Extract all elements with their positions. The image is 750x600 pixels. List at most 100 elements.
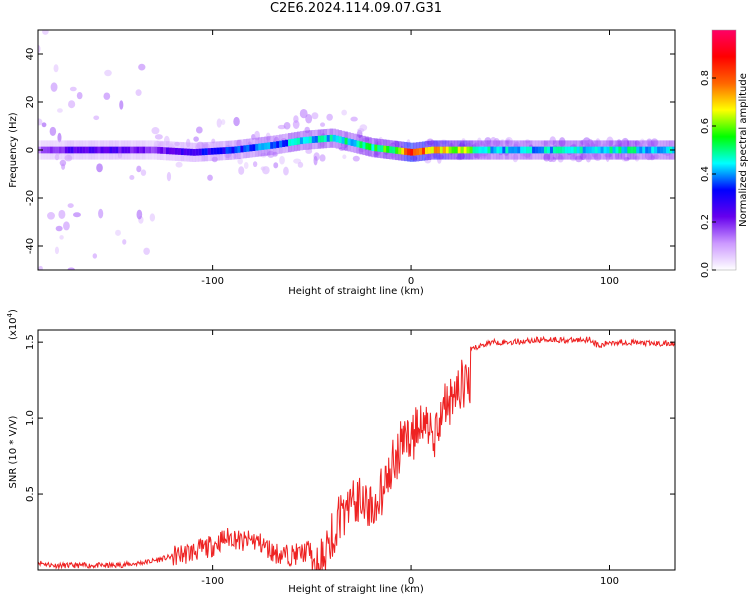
spectrogram-cell <box>151 146 155 154</box>
spectrogram-speckle <box>305 114 313 124</box>
spectrogram-speckle <box>238 166 245 175</box>
spectrogram-cell <box>410 148 414 156</box>
spectrogram-cell <box>216 147 220 155</box>
spectrogram-cell <box>183 148 188 156</box>
snr-multiplier: (x104) <box>6 309 19 340</box>
spectrogram-cell <box>526 146 530 154</box>
spectrogram-cell <box>76 146 80 154</box>
spectrogram-speckle <box>243 161 249 170</box>
spectrogram-cell <box>326 135 330 142</box>
spectrogram-cell <box>529 146 533 154</box>
spectrogram-cell <box>243 145 247 153</box>
spectrogram-cell <box>148 146 152 154</box>
spectrogram-cell <box>168 147 173 155</box>
spectrogram-cell <box>347 138 351 146</box>
spectrogram-cell <box>603 146 607 154</box>
snr-frame <box>37 329 676 571</box>
spectrogram-cell <box>481 146 485 154</box>
spectrogram-cell <box>502 146 506 154</box>
colorbar-tick-label: 0.8 <box>700 70 711 86</box>
spectrogram-cell <box>299 137 304 145</box>
spectrogram-cell <box>82 146 86 154</box>
spectrogram-cell <box>204 148 208 156</box>
colorbar: 0.0 0.2 0.4 0.6 0.8 Normalized spectral ampl… <box>700 29 749 278</box>
spectrogram-cell <box>317 135 322 143</box>
spectrogram-cell <box>64 146 68 154</box>
spectrogram-cell <box>103 146 107 154</box>
spectrogram-speckle <box>279 155 285 165</box>
spectrogram-speckle <box>175 161 183 168</box>
spectrogram-cell <box>547 146 551 154</box>
spectrogram-speckle <box>67 267 75 270</box>
spectrogram-speckle <box>193 136 199 142</box>
spectrogram-speckle <box>341 109 347 116</box>
spectrogram-speckle <box>103 92 111 100</box>
spectrogram-cell <box>585 146 589 154</box>
spectrogram-cell <box>624 146 628 154</box>
spectrogram-cell <box>291 138 295 146</box>
spectrogram-cell <box>398 147 402 155</box>
spectrogram-cell <box>496 146 500 154</box>
spectrogram-speckle <box>93 115 100 121</box>
spectrogram-cell <box>112 146 116 154</box>
spectrogram-cell <box>133 146 137 154</box>
spectrogram-speckle <box>49 126 57 136</box>
spectrogram-cell <box>549 146 554 154</box>
spectrogram-cell <box>567 146 572 154</box>
spectrogram-ytick-label: 40 <box>25 48 36 61</box>
spectrogram-cell <box>171 147 176 155</box>
spectrogram-cell <box>329 134 333 142</box>
spectrogram-cell <box>46 146 51 154</box>
snr-ytick-label: 0.5 <box>25 486 36 502</box>
spectrogram-speckle <box>305 148 313 154</box>
spectrogram-cell <box>109 146 113 154</box>
spectrogram-cell <box>392 146 396 154</box>
spectrogram-cell <box>499 146 503 154</box>
colorbar-tick-label: 0.4 <box>700 166 711 182</box>
spectrogram-cell <box>52 146 57 154</box>
spectrogram-cell <box>332 134 336 142</box>
spectrogram-cell <box>237 146 241 153</box>
spectrogram-cell <box>305 136 310 144</box>
spectrogram-cell <box>73 146 77 154</box>
spectrogram-cell <box>264 142 268 150</box>
snr-axes: -100 0 100 0.5 1.0 1.5 <box>25 330 675 587</box>
spectrogram-cell <box>43 146 48 154</box>
spectrogram-cell <box>368 143 372 151</box>
spectrogram-cell <box>517 146 521 154</box>
spectrogram-cell <box>663 146 667 154</box>
spectrogram-cell <box>91 146 95 154</box>
spectrogram-cell <box>201 148 205 156</box>
spectrogram-cell <box>186 148 191 156</box>
spectrogram-ytick-label: -40 <box>25 238 36 254</box>
spectrogram-cell <box>270 142 274 149</box>
spectrogram-cell <box>576 146 580 154</box>
spectrogram-cell <box>335 135 339 143</box>
spectrogram-cell <box>258 143 262 151</box>
spectrogram-cell <box>561 146 566 154</box>
spectrogram-cell <box>344 137 348 145</box>
spectrogram-cell <box>442 146 447 154</box>
spectrogram-cell <box>573 146 577 154</box>
colorbar-gradient <box>711 29 737 271</box>
snr-xtick-label: 0 <box>408 576 414 587</box>
spectrogram-cell <box>293 138 298 146</box>
spectrogram-speckle <box>319 154 326 162</box>
spectrogram-cell <box>493 146 497 154</box>
spectrogram-cell <box>666 146 670 154</box>
spectrogram-speckle <box>207 174 213 181</box>
spectrogram-cell <box>484 146 488 154</box>
spectrogram-cell <box>407 148 411 156</box>
spectrogram-speckle <box>38 44 41 54</box>
spectrogram-cell <box>311 136 316 143</box>
spectrogram-cell <box>472 146 476 154</box>
spectrogram-cell <box>213 147 217 155</box>
spectrogram-speckle <box>195 126 203 134</box>
spectrogram-cell <box>630 146 634 154</box>
spectrogram-speckle <box>311 112 319 120</box>
spectrogram-cell <box>383 145 387 153</box>
colorbar-ticks: 0.0 0.2 0.4 0.6 0.8 <box>700 70 716 278</box>
spectrogram-cell <box>395 147 399 154</box>
spectrogram-cell <box>276 141 280 148</box>
spectrogram-cell <box>421 147 426 155</box>
